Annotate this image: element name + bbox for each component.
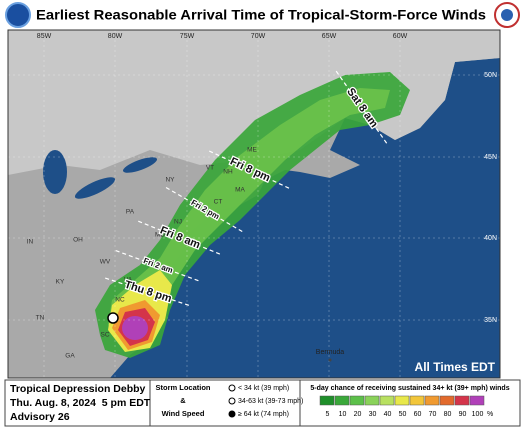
lake — [122, 157, 158, 173]
scale-label: 30 — [369, 411, 377, 418]
scale-swatch — [379, 395, 395, 406]
advisory: Advisory 26 — [10, 411, 70, 423]
state-label: TN — [36, 315, 45, 322]
state-label: NJ — [174, 219, 182, 226]
time-contour — [138, 220, 222, 256]
state-label: IN — [27, 239, 34, 246]
state-label: KY — [56, 279, 65, 286]
scale-label: 10 — [339, 411, 347, 418]
lat-label: 50N — [484, 72, 497, 79]
state-label: SC — [100, 332, 109, 339]
place-label: Bermuda — [316, 349, 345, 356]
scale-swatch — [334, 395, 350, 406]
state-label: CT — [214, 199, 223, 206]
scale-label: 60 — [414, 411, 422, 418]
scale-label: 90 — [459, 411, 467, 418]
scale-swatch — [454, 395, 470, 406]
scale-label: 50 — [399, 411, 407, 418]
symbol-weak — [228, 384, 236, 392]
canada — [8, 30, 500, 175]
time-contour — [208, 150, 292, 190]
scale-label: 5 — [326, 411, 330, 418]
key-title: Wind Speed — [162, 409, 205, 418]
lake — [43, 150, 67, 194]
scale-swatch — [319, 395, 335, 406]
scale-label: 70 — [429, 411, 437, 418]
lon-label: 85W — [37, 33, 52, 40]
key-item: 34-63 kt (39-73 mph) — [238, 398, 303, 405]
scale-label: 20 — [354, 411, 362, 418]
swath-purple — [122, 316, 148, 340]
state-label: VT — [206, 165, 214, 172]
scale-swatch — [349, 395, 365, 406]
map-frame — [7, 29, 501, 379]
map: 85W 80W 75W 70W 65W 60W 50N 45N 40N 35N IN OH KY TN GA… — [8, 30, 500, 378]
storm-time: Thu. Aug. 8, 2024 5 pm EDT — [10, 397, 151, 409]
lon-label: 80W — [108, 33, 123, 40]
state-label: NC — [115, 297, 125, 304]
scale-label: 100 — [472, 411, 484, 418]
scale-title: 5-day chance of receiving sustained 34+ … — [310, 385, 509, 392]
scale-label: 80 — [444, 411, 452, 418]
storm-location — [107, 312, 119, 324]
bermuda-dot — [328, 358, 332, 362]
symbol-hurricane — [228, 410, 236, 418]
scale-swatch — [409, 395, 425, 406]
scale-swatch — [394, 395, 410, 406]
lon-label: 75W — [180, 33, 195, 40]
lat-label: 35N — [484, 317, 497, 324]
state-label: VA — [124, 277, 133, 284]
state-label: NY — [165, 177, 175, 184]
storm-name: Tropical Depression Debby — [10, 383, 146, 395]
note: All Times EDT — [415, 360, 496, 374]
lat-label: 45N — [484, 154, 497, 161]
time-contour — [115, 250, 201, 282]
scale-swatch — [424, 395, 440, 406]
scale-swatch — [364, 395, 380, 406]
lon-label: 70W — [251, 33, 266, 40]
lat-label: 40N — [484, 235, 497, 242]
title: Earliest Reasonable Arrival Time of Trop… — [36, 7, 486, 23]
state-label: MD — [155, 232, 165, 239]
state-label: PA — [126, 209, 135, 216]
state-label: NH — [223, 169, 233, 176]
lon-label: 60W — [393, 33, 408, 40]
time-contour — [335, 70, 389, 146]
nws-logo-center — [501, 9, 513, 21]
state-label: GA — [65, 353, 75, 360]
noaa-logo — [5, 2, 31, 28]
state-label: WV — [100, 259, 111, 266]
legend: Tropical Depression Debby Thu. Aug. 8, 2… — [4, 379, 521, 427]
symbol-ts — [228, 397, 236, 405]
key-item: < 34 kt (39 mph) — [238, 385, 289, 392]
state-label: ME — [247, 147, 257, 154]
key-title: & — [180, 396, 186, 405]
lake — [74, 177, 116, 199]
scale-label: 40 — [384, 411, 392, 418]
time-contour — [165, 186, 245, 234]
lon-label: 65W — [322, 33, 337, 40]
state-label: MA — [235, 187, 245, 194]
scale-swatch — [469, 395, 485, 406]
key-item: ≥ 64 kt (74 mph) — [238, 411, 289, 418]
time-contour — [105, 277, 191, 307]
swath-low — [95, 72, 410, 358]
key-title: Storm Location — [155, 383, 210, 392]
state-label: OH — [73, 237, 83, 244]
scale-swatch — [439, 395, 455, 406]
scale-unit: % — [487, 411, 493, 418]
